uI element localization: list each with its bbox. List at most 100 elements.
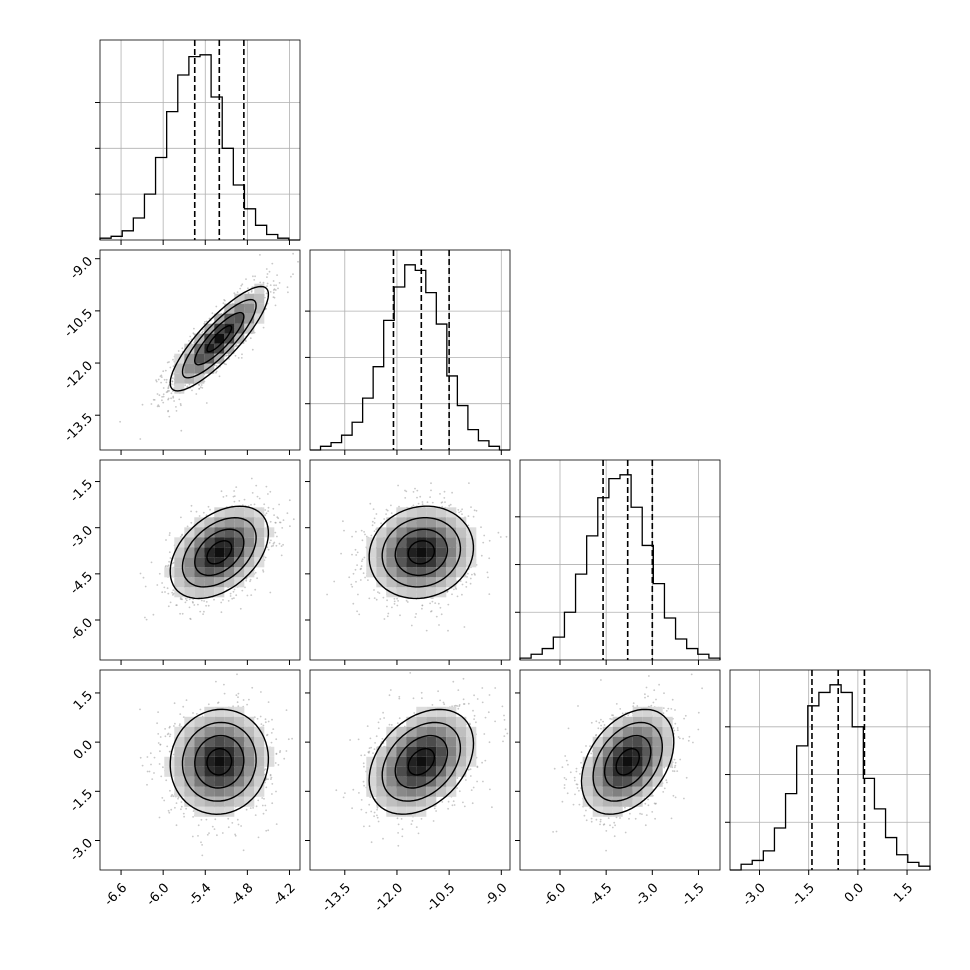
- sample-point: [254, 275, 256, 278]
- sample-point: [430, 482, 432, 485]
- sample-point: [375, 513, 378, 515]
- panel-content: [139, 477, 295, 621]
- density-cell: [366, 567, 377, 578]
- sample-point: [146, 756, 149, 758]
- density-cell: [254, 547, 265, 558]
- sample-point: [186, 525, 189, 528]
- sample-point: [281, 527, 284, 529]
- density-cell: [214, 517, 225, 528]
- density-cell: [194, 557, 205, 568]
- sample-point: [250, 594, 253, 596]
- sample-point: [386, 615, 389, 618]
- sample-point: [153, 772, 155, 774]
- sample-point: [373, 522, 376, 524]
- sample-point: [172, 592, 175, 595]
- sample-point: [440, 613, 443, 616]
- density-cell: [416, 517, 427, 528]
- density-cell: [214, 323, 225, 334]
- density-cell: [204, 527, 215, 538]
- density-cell: [426, 517, 437, 528]
- density-cell: [466, 537, 477, 548]
- sample-point: [262, 570, 265, 573]
- density-cell: [174, 373, 185, 384]
- sample-point: [188, 598, 191, 601]
- sample-point: [150, 561, 153, 564]
- sample-point: [223, 299, 226, 301]
- sample-point: [166, 587, 169, 590]
- sample-point: [165, 565, 167, 567]
- sample-point: [179, 713, 182, 715]
- sample-point: [179, 723, 181, 725]
- sample-point: [201, 387, 204, 389]
- density-cell: [214, 587, 225, 598]
- sample-point: [274, 304, 277, 307]
- sample-point: [165, 378, 168, 381]
- density-cell: [184, 537, 195, 548]
- sample-point: [245, 579, 248, 582]
- sample-point: [454, 587, 457, 589]
- density-cell: [174, 537, 185, 548]
- sample-point: [461, 593, 463, 596]
- density-cell: [194, 353, 205, 364]
- sample-point: [155, 380, 158, 383]
- sample-point: [225, 495, 228, 497]
- sample-point: [264, 556, 267, 559]
- density-cell: [446, 537, 457, 548]
- sample-point: [265, 786, 268, 789]
- sample-point: [461, 513, 463, 516]
- sample-point: [397, 484, 399, 487]
- sample-point: [369, 502, 372, 505]
- sample-point: [482, 541, 485, 544]
- sample-point: [188, 383, 191, 386]
- sample-point: [237, 692, 240, 695]
- sample-point: [215, 680, 217, 683]
- sample-point: [205, 604, 208, 607]
- sample-point: [487, 576, 489, 579]
- sample-point: [264, 509, 267, 511]
- sample-point: [160, 374, 163, 377]
- sample-point: [262, 326, 265, 329]
- sample-point: [223, 692, 226, 695]
- sample-point: [188, 606, 191, 609]
- sample-point: [278, 521, 281, 524]
- sample-point: [386, 599, 388, 602]
- sample-point: [267, 506, 270, 509]
- sample-point: [170, 392, 173, 395]
- sample-point: [156, 722, 159, 725]
- sample-point: [189, 617, 192, 620]
- sample-point: [250, 503, 252, 506]
- sample-point: [415, 613, 417, 615]
- density-cell: [234, 567, 245, 578]
- density-cell: [386, 577, 397, 588]
- sample-point: [414, 487, 416, 490]
- density-cell: [416, 557, 427, 568]
- sample-point: [363, 531, 365, 533]
- sample-point: [144, 585, 147, 588]
- density-cell: [436, 577, 447, 588]
- density-cell: [254, 537, 265, 548]
- density-cell: [214, 527, 225, 538]
- sample-point: [209, 508, 212, 511]
- sample-point: [180, 516, 182, 519]
- sample-point: [169, 366, 172, 369]
- density-cell: [224, 303, 235, 314]
- density-panel-0-1: [95, 249, 301, 455]
- sample-point: [290, 275, 292, 278]
- sample-point: [461, 508, 463, 511]
- sample-point: [356, 610, 358, 613]
- sample-point: [169, 601, 172, 604]
- sample-point: [425, 629, 428, 632]
- sample-point: [170, 383, 173, 385]
- density-cell: [426, 587, 437, 598]
- sample-point: [197, 603, 199, 606]
- sample-point: [267, 829, 270, 832]
- sample-point: [184, 601, 187, 604]
- density-cell: [376, 557, 387, 568]
- sample-point: [170, 808, 173, 811]
- sample-point: [278, 503, 280, 506]
- sample-point: [390, 512, 393, 514]
- sample-point: [480, 526, 482, 529]
- density-cell: [184, 557, 195, 568]
- density-cell: [386, 537, 397, 548]
- sample-point: [168, 390, 171, 392]
